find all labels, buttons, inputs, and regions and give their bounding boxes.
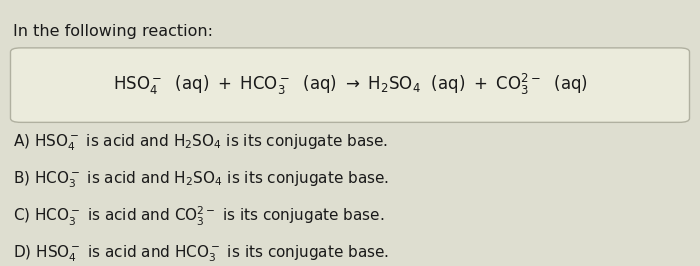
- Text: C) $\mathregular{HCO_3^-}$ is acid and $\mathregular{CO_3^{2-}}$ is its conjugat: C) $\mathregular{HCO_3^-}$ is acid and $…: [13, 205, 384, 228]
- Text: D) $\mathregular{HSO_4^-}$ is acid and $\mathregular{HCO_3^-}$ is its conjugate : D) $\mathregular{HSO_4^-}$ is acid and $…: [13, 244, 389, 264]
- Text: B) $\mathregular{HCO_3^-}$ is acid and $\mathregular{H_2SO_4}$ is its conjugate : B) $\mathregular{HCO_3^-}$ is acid and $…: [13, 169, 389, 190]
- FancyBboxPatch shape: [10, 48, 690, 122]
- Text: $\mathregular{HSO_4^-\ \ (aq)\ +\ HCO_3^-\ \ (aq)\ \rightarrow\ H_2SO_4\ \ (aq)\: $\mathregular{HSO_4^-\ \ (aq)\ +\ HCO_3^…: [113, 72, 587, 97]
- Text: A) $\mathregular{HSO_4^-}$ is acid and $\mathregular{H_2SO_4}$ is its conjugate : A) $\mathregular{HSO_4^-}$ is acid and $…: [13, 132, 388, 153]
- Text: In the following reaction:: In the following reaction:: [13, 24, 213, 39]
